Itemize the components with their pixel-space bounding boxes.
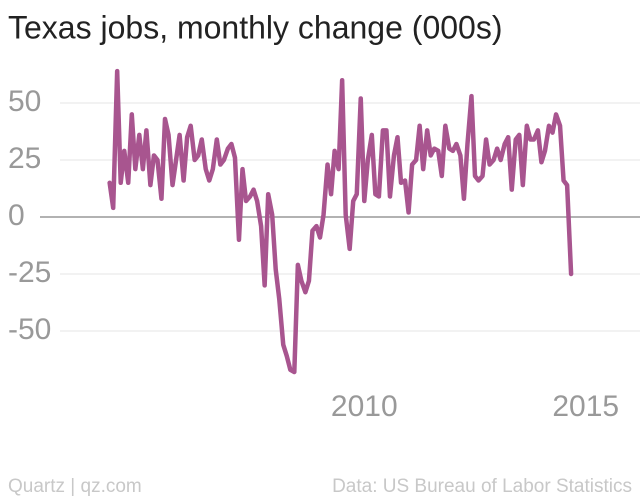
line — [107, 68, 574, 375]
chart-title: Texas jobs, monthly change (000s) — [8, 9, 502, 45]
y-tick-label: 50 — [8, 85, 41, 118]
y-tick-label: -25 — [8, 256, 51, 289]
y-tick-label: 0 — [8, 199, 25, 232]
y-tick-label: -50 — [8, 313, 51, 346]
x-tick-label: 2010 — [331, 390, 398, 423]
x-tick-label: 2015 — [552, 390, 619, 423]
credit: Quartz | qz.com — [8, 476, 142, 497]
y-tick-label: 25 — [8, 142, 41, 175]
source: Data: US Bureau of Labor Statistics — [332, 476, 632, 497]
